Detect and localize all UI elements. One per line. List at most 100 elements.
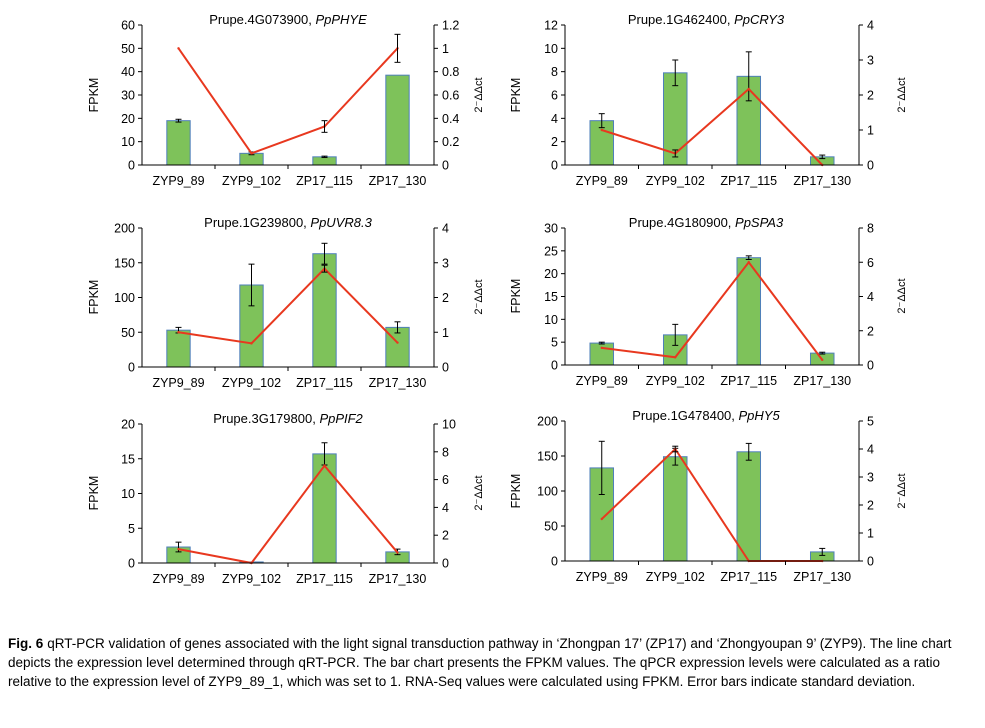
chart-title: Prupe.1G478400, PpHY5 xyxy=(632,408,780,423)
bar xyxy=(166,329,191,368)
y-tick-label: 10 xyxy=(544,313,558,327)
qpcr-line xyxy=(601,87,823,166)
y-tick-label: 0 xyxy=(551,359,558,373)
y-tick-label: 30 xyxy=(544,222,558,236)
y-tick-label: 200 xyxy=(114,222,135,236)
y2-tick-label: 4 xyxy=(442,222,449,236)
y2-tick-label: 6 xyxy=(442,473,449,487)
x-tick-label: ZP17_115 xyxy=(720,570,777,584)
y-tick-label: 50 xyxy=(121,42,135,56)
qpcr-line xyxy=(178,267,399,345)
y-tick-label: 150 xyxy=(114,256,135,270)
qpcr-line xyxy=(601,260,824,361)
x-tick-label: ZYP9_102 xyxy=(222,572,281,586)
x-tick-label: ZYP9_89 xyxy=(152,376,204,390)
y-tick-label: 8 xyxy=(551,65,558,79)
qpcr-point xyxy=(396,551,399,554)
x-tick-label: ZP17_115 xyxy=(720,374,777,388)
qpcr-point xyxy=(600,517,603,521)
y2-tick-label: 1 xyxy=(867,124,874,138)
chart-title-gene: PpSPA3 xyxy=(735,215,784,230)
y2-tick-label: 1 xyxy=(867,527,874,541)
x-tick-label: ZP17_130 xyxy=(793,374,851,388)
y-tick-label: 0 xyxy=(551,159,558,173)
y2-tick-label: 0 xyxy=(867,555,874,569)
chart-title-id: Prupe.1G478400, xyxy=(632,408,738,423)
qpcr-point xyxy=(600,128,603,132)
chart-title-id: Prupe.1G462400, xyxy=(628,12,734,27)
figure-caption: Fig. 6 qRT-PCR validation of genes associ… xyxy=(8,634,973,691)
y2-tick-label: 3 xyxy=(442,256,449,270)
y2-tick-label: 0 xyxy=(442,557,449,571)
y2-axis-label: 2⁻ΔΔct xyxy=(473,279,485,314)
y2-axis-label: 2⁻ΔΔct xyxy=(896,278,908,313)
y2-tick-label: 0.8 xyxy=(442,65,459,79)
bar xyxy=(385,74,410,166)
y-tick-label: 100 xyxy=(114,291,135,305)
y-tick-label: 50 xyxy=(544,520,558,534)
qpcr-point xyxy=(177,47,180,50)
chart-title-gene: PpCRY3 xyxy=(734,12,785,27)
chart-title-gene: PpPIF2 xyxy=(319,411,363,426)
qpcr-point xyxy=(821,358,824,362)
chart-title: Prupe.1G462400, PpCRY3 xyxy=(628,12,785,27)
y-tick-label: 6 xyxy=(551,89,558,103)
y2-tick-label: 0 xyxy=(867,159,874,173)
chart-2: Prupe.1G462400, PpCRY302468101201234ZYP9… xyxy=(509,12,908,188)
bar xyxy=(662,456,688,562)
y-tick-label: 200 xyxy=(537,415,558,429)
qpcr-line xyxy=(178,464,399,565)
y2-tick-label: 4 xyxy=(867,443,874,457)
x-tick-label: ZYP9_102 xyxy=(646,570,705,584)
x-tick-label: ZP17_115 xyxy=(720,174,777,188)
y-tick-label: 40 xyxy=(121,65,135,79)
bar xyxy=(736,451,762,562)
y2-tick-label: 6 xyxy=(867,256,874,270)
y-tick-label: 0 xyxy=(551,555,558,569)
y-tick-label: 5 xyxy=(128,522,135,536)
chart-title: Prupe.4G180900, PpSPA3 xyxy=(629,215,784,230)
x-tick-label: ZYP9_89 xyxy=(576,374,628,388)
y-tick-label: 15 xyxy=(544,290,558,304)
y-tick-label: 0 xyxy=(128,361,135,375)
x-tick-label: ZP17_115 xyxy=(296,572,353,586)
qpcr-point xyxy=(747,87,750,91)
x-tick-label: ZYP9_89 xyxy=(576,174,628,188)
x-tick-label: ZP17_130 xyxy=(369,572,427,586)
y-axis-label: FPKM xyxy=(87,476,101,511)
x-tick-label: ZP17_130 xyxy=(369,174,427,188)
x-tick-label: ZP17_130 xyxy=(793,174,851,188)
qpcr-point xyxy=(177,547,180,551)
y2-tick-label: 3 xyxy=(867,471,874,485)
y-tick-label: 60 xyxy=(121,19,135,33)
x-tick-label: ZYP9_89 xyxy=(576,570,628,584)
x-tick-label: ZYP9_102 xyxy=(222,376,281,390)
y-axis-label: FPKM xyxy=(509,279,523,314)
chart-4: Prupe.4G180900, PpSPA3 0 5 10 15 20 25 30 0 2 4 6 8 Z… xyxy=(509,215,908,388)
y2-tick-label: 0.6 xyxy=(442,89,459,103)
qpcr-point xyxy=(250,342,253,345)
chart-title: Prupe.1G239800, PpUVR8.3 xyxy=(204,215,372,230)
qpcr-point xyxy=(674,356,677,359)
y-tick-label: 20 xyxy=(544,267,558,281)
y2-tick-label: 2 xyxy=(867,89,874,103)
y2-tick-label: 0.2 xyxy=(442,135,459,149)
x-tick-label: ZYP9_102 xyxy=(646,174,705,188)
chart-title-gene: PpHY5 xyxy=(739,408,781,423)
bar xyxy=(166,120,191,166)
y-tick-label: 20 xyxy=(121,418,135,432)
x-tick-label: ZP17_115 xyxy=(296,376,353,390)
y-tick-label: 25 xyxy=(544,244,558,258)
y-tick-label: 20 xyxy=(121,112,135,126)
y2-tick-label: 1 xyxy=(442,42,449,56)
chart-1: Prupe.4G073900, PpPHYE 0 10 20 30 40 50 60 0 0.2 0… xyxy=(87,12,485,188)
y2-tick-label: 2 xyxy=(442,291,449,305)
y2-tick-label: 8 xyxy=(867,222,874,236)
chart-title-id: Prupe.4G073900, xyxy=(209,12,315,27)
y2-tick-label: 2 xyxy=(867,324,874,338)
bar xyxy=(589,342,615,366)
qpcr-point xyxy=(177,331,180,334)
y2-tick-label: 5 xyxy=(867,415,874,429)
caption-label: Fig. 6 xyxy=(8,636,44,651)
chart-title-id: Prupe.4G180900, xyxy=(629,215,735,230)
